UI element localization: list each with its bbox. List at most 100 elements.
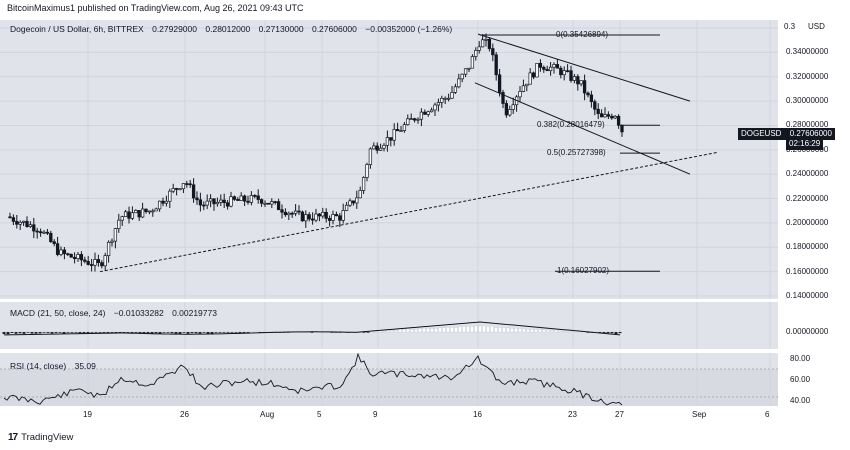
macd-hist-bar — [174, 331, 178, 334]
macd-hist-bar — [394, 330, 398, 333]
candle-up — [358, 190, 362, 199]
price-tick-label: 0.22000000 — [786, 193, 829, 203]
candle-up — [164, 200, 169, 204]
candle-up — [361, 177, 366, 191]
candle-down — [256, 195, 260, 200]
macd-hist-bar — [434, 328, 438, 333]
candle-down — [327, 218, 332, 221]
candle-up — [382, 144, 386, 149]
candle-down — [596, 108, 600, 114]
candle-up — [341, 210, 345, 221]
macd-hist-bar — [542, 329, 546, 333]
fib-label: 0(0.35426894) — [556, 29, 609, 39]
candle-up — [42, 231, 46, 234]
price-tick-label: 0.32000000 — [786, 71, 829, 81]
candle-up — [477, 46, 481, 51]
candle-up — [443, 97, 447, 100]
candle-down — [174, 188, 179, 190]
candle-down — [127, 211, 131, 219]
macd-hist-bar — [418, 328, 422, 333]
candle-up — [548, 66, 553, 72]
candle-up — [450, 91, 454, 99]
macd-hist-bar — [478, 325, 482, 333]
candle-up — [453, 86, 458, 93]
candle-down — [610, 115, 614, 119]
price-axis[interactable]: 0.3 USD 0.360000000.340000000.320000000.… — [778, 20, 850, 406]
macd-hist-bar — [546, 329, 550, 333]
candle-up — [460, 73, 464, 80]
macd-hist-bar — [414, 329, 418, 333]
candle-down — [412, 118, 417, 121]
candle-down — [198, 199, 203, 206]
macd-hist-bar — [374, 331, 378, 333]
macd-hist-bar — [390, 330, 394, 333]
price-tick-label: 0.24000000 — [786, 169, 829, 179]
price-chart-svg — [0, 20, 778, 299]
macd-hist-bar — [30, 331, 34, 334]
macd-hist-bar — [466, 326, 470, 333]
macd-hist-bar — [426, 328, 430, 333]
candle-up — [219, 199, 223, 203]
candle-down — [582, 80, 587, 94]
macd-hist-bar — [438, 327, 442, 333]
rsi-tick-80: 80.00 — [790, 354, 811, 363]
axis-top-partial: 0.3 — [784, 22, 796, 31]
macd-hist-bar — [514, 328, 518, 333]
candle-up — [18, 221, 22, 225]
candle-down — [35, 230, 39, 233]
candle-down — [242, 195, 247, 202]
candle-up — [446, 97, 451, 100]
macd-value-1: −0.01033282 — [113, 308, 164, 318]
price-tag-value: 0.27606000 — [789, 129, 832, 138]
candle-down — [137, 210, 141, 218]
macd-hist-bar — [42, 331, 46, 333]
price-tick-label: 0.14000000 — [786, 291, 829, 300]
candle-down — [491, 48, 495, 56]
candle-down — [100, 262, 104, 267]
candle-up — [168, 190, 172, 202]
macd-pane[interactable]: MACD (21, 50, close, 24) −0.01033282 0.0… — [0, 302, 778, 349]
low-value: 0.27130000 — [258, 24, 304, 34]
bar-countdown: 02:16:29 — [786, 138, 824, 150]
candle-up — [429, 109, 434, 113]
macd-hist-bar — [202, 331, 206, 333]
candle-down — [317, 213, 322, 217]
candle-up — [528, 72, 532, 85]
candle-down — [307, 214, 311, 220]
macd-hist-bar — [46, 331, 50, 334]
time-axis[interactable]: 19 26 Aug 5 9 16 23 27 Sep 6 — [0, 406, 778, 424]
candle-up — [344, 204, 349, 211]
macd-hist-bar — [98, 331, 102, 333]
time-label: 16 — [473, 410, 482, 419]
time-label: Sep — [692, 410, 707, 419]
macd-label: MACD (21, 50, close, 24) — [10, 308, 106, 318]
candle-up — [215, 201, 220, 205]
candle-down — [49, 232, 53, 243]
channel-upper-line — [477, 33, 691, 102]
candle-up — [436, 102, 441, 106]
macd-hist-bar — [26, 331, 30, 333]
rsi-pane[interactable]: RSI (14, close) 35.09 — [0, 353, 778, 406]
candle-up — [355, 197, 359, 204]
macd-hist-bar — [154, 331, 158, 334]
candle-up — [134, 210, 138, 214]
candle-up — [372, 145, 376, 150]
candle-up — [151, 210, 155, 213]
rsi-tick-60: 60.00 — [790, 375, 811, 384]
price-pane[interactable]: Dogecoin / US Dollar, 6h, BITTREX 0.2792… — [0, 20, 778, 299]
candle-down — [606, 114, 611, 117]
candle-up — [409, 118, 413, 120]
fib-label: 0.5(0.25727398) — [547, 148, 606, 158]
macd-hist-bar — [474, 325, 478, 333]
macd-hist-bar — [366, 331, 370, 333]
candle-up — [535, 62, 539, 78]
candle-down — [487, 38, 492, 49]
candle-up — [521, 85, 526, 92]
time-label: 23 — [568, 410, 577, 419]
candle-up — [321, 211, 325, 217]
macd-hist-bar — [454, 327, 458, 333]
candle-up — [123, 211, 128, 218]
rsi-legend: RSI (14, close) 35.09 — [10, 361, 96, 371]
macd-hist-bar — [442, 327, 446, 333]
macd-hist-bar — [2, 331, 6, 335]
